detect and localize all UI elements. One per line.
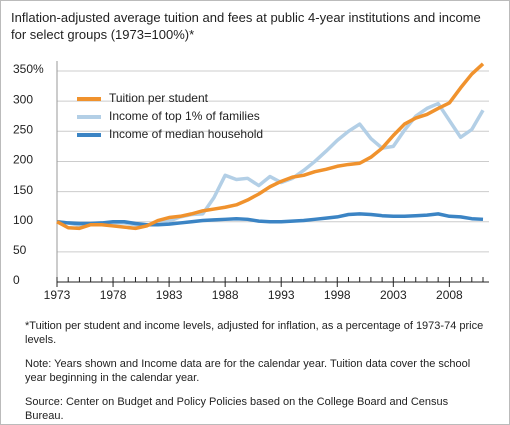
x-tick-label: 1983 xyxy=(156,288,183,301)
x-tick-label: 1973 xyxy=(44,288,71,301)
y-tick-label: 100 xyxy=(13,213,33,227)
legend-label: Tuition per student xyxy=(109,91,209,105)
y-tick-label: 0 xyxy=(13,273,20,287)
note: Note: Years shown and Income data are fo… xyxy=(25,358,471,384)
footnote: *Tuition per student and income levels, … xyxy=(25,320,484,346)
x-tick-label: 1993 xyxy=(268,288,295,301)
legend-label: Income of median household xyxy=(109,127,263,141)
y-tick-label: 200 xyxy=(13,153,33,167)
x-tick-label: 1998 xyxy=(324,288,351,301)
x-tick-label: 1988 xyxy=(212,288,239,301)
chart: 0 50 100 150 200 250 300 350% 1973 1978 1983 1988 19… xyxy=(13,61,489,301)
y-tick-label: 50 xyxy=(13,243,27,257)
y-tick-label: 150 xyxy=(13,183,33,197)
y-tick-label: 350% xyxy=(13,62,44,76)
x-tick-label: 2003 xyxy=(380,288,407,301)
chart-title: Inflation-adjusted average tuition and f… xyxy=(11,10,481,42)
source: Source: Center on Budget and Policy Poli… xyxy=(25,396,449,422)
series-line xyxy=(56,62,485,231)
legend-label: Income of top 1% of families xyxy=(109,109,260,123)
series-line xyxy=(56,212,484,227)
y-tick-label: 250 xyxy=(13,122,33,136)
y-tick-label: 300 xyxy=(13,92,33,106)
x-tick-label: 2008 xyxy=(436,288,463,301)
x-tick-label: 1978 xyxy=(100,288,127,301)
